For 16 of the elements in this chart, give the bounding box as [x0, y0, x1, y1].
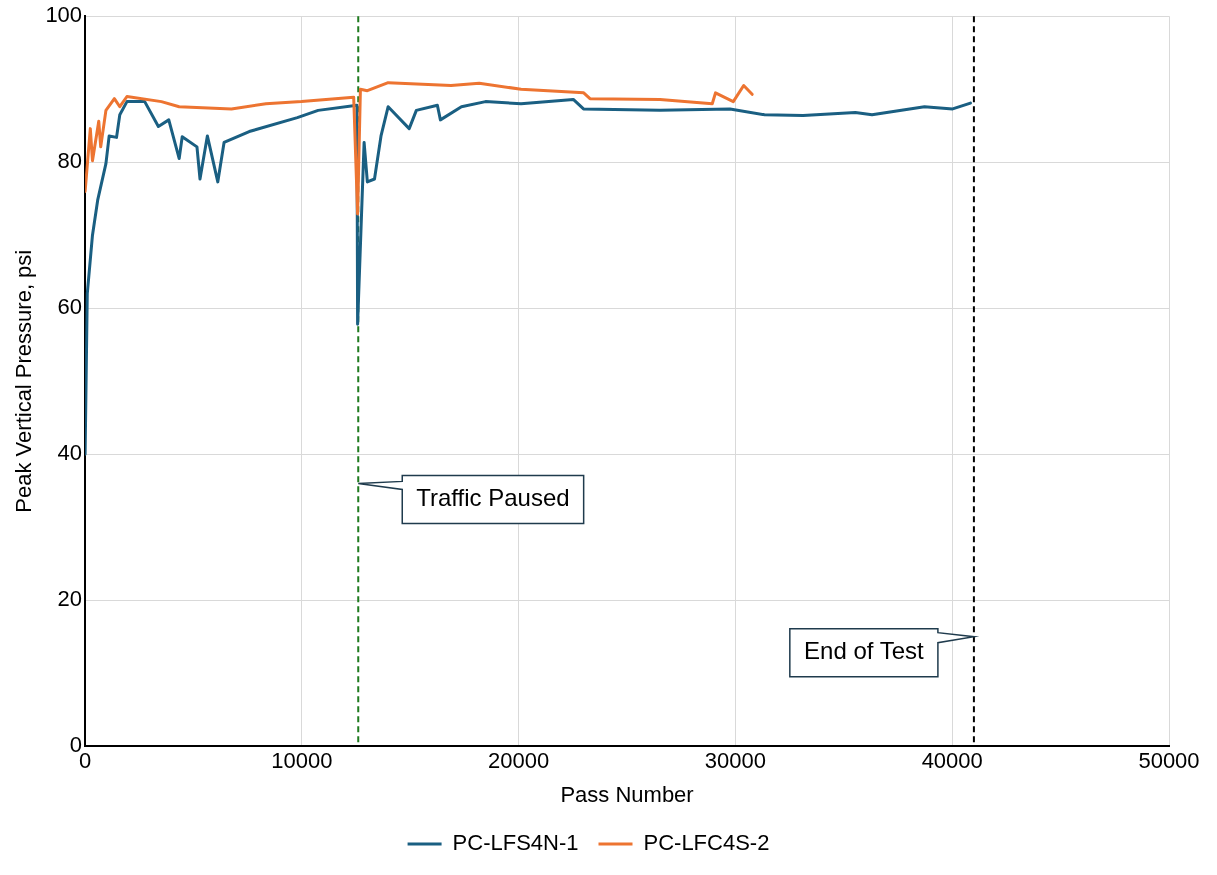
y-tick-label: 60	[57, 294, 83, 320]
legend-label: PC-LFC4S-2	[643, 830, 770, 856]
y-axis-title: Peak Vertical Pressure, psi	[11, 249, 37, 513]
x-tick-label: 10000	[271, 748, 333, 774]
y-tick-label: 80	[57, 148, 83, 174]
x-tick-label: 20000	[488, 748, 550, 774]
x-tick-label: 40000	[921, 748, 983, 774]
y-tick-label: 40	[57, 440, 83, 466]
legend-label: PC-LFS4N-1	[452, 830, 579, 856]
x-axis-title: Pass Number	[560, 781, 694, 807]
y-tick-label: 100	[45, 2, 83, 28]
ref-line-label: Traffic Paused	[416, 484, 570, 512]
x-tick-label: 50000	[1138, 748, 1200, 774]
x-tick-label: 30000	[704, 748, 767, 774]
y-tick-label: 20	[57, 586, 83, 612]
ref-line-label: End of Test	[804, 637, 925, 665]
